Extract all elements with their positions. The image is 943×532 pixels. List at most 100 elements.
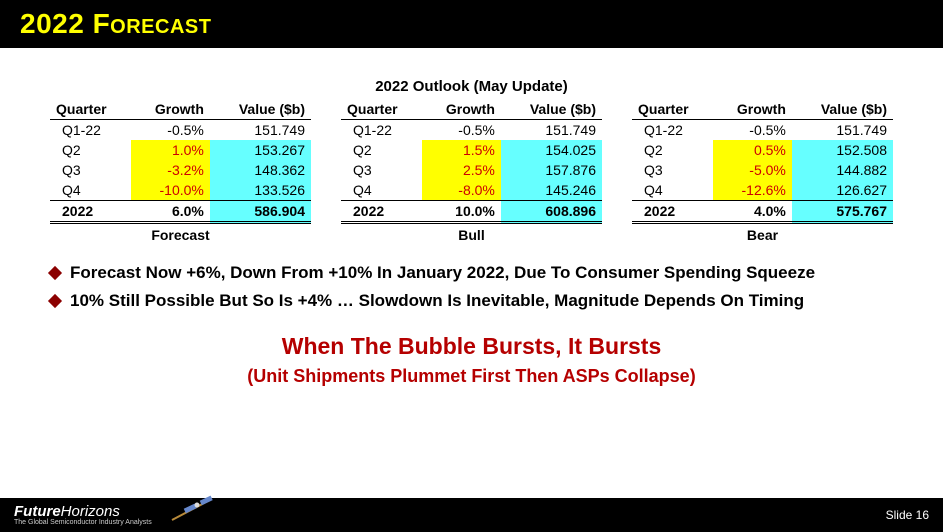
quarter-cell: Q2: [632, 140, 713, 160]
column-header: Quarter: [341, 99, 422, 120]
value-cell: 154.025: [501, 140, 602, 160]
diamond-icon: [48, 266, 62, 280]
growth-cell: 1.5%: [422, 140, 501, 160]
quarter-cell: Q3: [50, 160, 131, 180]
footer-brand: FutureHorizons The Global Semiconductor …: [14, 504, 152, 526]
footer-bar: FutureHorizons The Global Semiconductor …: [0, 498, 943, 532]
bullet-item: 10% Still Possible But So Is +4% … Slowd…: [50, 291, 893, 311]
slide-number: Slide 16: [886, 508, 929, 522]
table-row: Q4-12.6%126.627: [632, 180, 893, 201]
brand-name: FutureHorizons: [14, 504, 152, 519]
table-row: Q4-8.0%145.246: [341, 180, 602, 201]
brand-tagline: The Global Semiconductor Industry Analys…: [14, 519, 152, 526]
total-cell: 10.0%: [422, 201, 501, 223]
column-header: Quarter: [50, 99, 131, 120]
headline-main: When The Bubble Bursts, It Bursts: [50, 333, 893, 360]
growth-cell: -8.0%: [422, 180, 501, 201]
quarter-cell: Q3: [632, 160, 713, 180]
column-header: Value ($b): [501, 99, 602, 120]
column-header: Growth: [422, 99, 501, 120]
slide-content: 2022 Outlook (May Update) QuarterGrowthV…: [0, 48, 943, 397]
quarter-cell: Q1-22: [341, 120, 422, 141]
value-cell: 153.267: [210, 140, 311, 160]
table-row: Q21.0%153.267: [50, 140, 311, 160]
growth-cell: 1.0%: [131, 140, 210, 160]
bullet-text: 10% Still Possible But So Is +4% … Slowd…: [70, 291, 804, 311]
quarter-cell: Q4: [50, 180, 131, 201]
table-row: Q4-10.0%133.526: [50, 180, 311, 201]
growth-cell: -0.5%: [422, 120, 501, 141]
growth-cell: -10.0%: [131, 180, 210, 201]
column-header: Quarter: [632, 99, 713, 120]
growth-cell: -5.0%: [713, 160, 792, 180]
total-cell: 2022: [632, 201, 713, 223]
table-row: Q1-22-0.5%151.749: [50, 120, 311, 141]
headline-sub: (Unit Shipments Plummet First Then ASPs …: [50, 366, 893, 387]
bullet-text: Forecast Now +6%, Down From +10% In Janu…: [70, 263, 815, 283]
total-cell: 586.904: [210, 201, 311, 223]
column-header: Growth: [131, 99, 210, 120]
column-header: Value ($b): [792, 99, 893, 120]
value-cell: 151.749: [210, 120, 311, 141]
total-cell: 2022: [341, 201, 422, 223]
outlook-heading: 2022 Outlook (May Update): [50, 78, 893, 95]
scenario-caption: Forecast: [50, 227, 311, 243]
slide-title: 2022 Forecast: [20, 8, 211, 39]
value-cell: 151.749: [501, 120, 602, 141]
total-cell: 6.0%: [131, 201, 210, 223]
column-header: Value ($b): [210, 99, 311, 120]
total-cell: 575.767: [792, 201, 893, 223]
total-row: 20226.0%586.904: [50, 201, 311, 223]
quarter-cell: Q2: [341, 140, 422, 160]
scenario-block: QuarterGrowthValue ($b)Q1-22-0.5%151.749…: [50, 99, 311, 243]
table-row: Q1-22-0.5%151.749: [632, 120, 893, 141]
total-row: 20224.0%575.767: [632, 201, 893, 223]
diamond-icon: [48, 294, 62, 308]
quarter-cell: Q3: [341, 160, 422, 180]
scenario-caption: Bull: [341, 227, 602, 243]
quarter-cell: Q1-22: [632, 120, 713, 141]
growth-cell: -3.2%: [131, 160, 210, 180]
value-cell: 144.882: [792, 160, 893, 180]
value-cell: 133.526: [210, 180, 311, 201]
bullet-item: Forecast Now +6%, Down From +10% In Janu…: [50, 263, 893, 283]
table-row: Q3-3.2%148.362: [50, 160, 311, 180]
growth-cell: 0.5%: [713, 140, 792, 160]
quarter-cell: Q4: [632, 180, 713, 201]
table-row: Q20.5%152.508: [632, 140, 893, 160]
value-cell: 126.627: [792, 180, 893, 201]
bullet-list: Forecast Now +6%, Down From +10% In Janu…: [50, 263, 893, 311]
brand-light: Horizons: [61, 503, 120, 520]
total-cell: 4.0%: [713, 201, 792, 223]
value-cell: 152.508: [792, 140, 893, 160]
table-row: Q3-5.0%144.882: [632, 160, 893, 180]
value-cell: 151.749: [792, 120, 893, 141]
value-cell: 157.876: [501, 160, 602, 180]
scenario-block: QuarterGrowthValue ($b)Q1-22-0.5%151.749…: [632, 99, 893, 243]
total-cell: 2022: [50, 201, 131, 223]
quarter-cell: Q1-22: [50, 120, 131, 141]
scenario-tables-row: QuarterGrowthValue ($b)Q1-22-0.5%151.749…: [50, 99, 893, 243]
scenario-table: QuarterGrowthValue ($b)Q1-22-0.5%151.749…: [632, 99, 893, 224]
growth-cell: -0.5%: [131, 120, 210, 141]
brand-bold: Future: [14, 503, 61, 520]
growth-cell: -0.5%: [713, 120, 792, 141]
table-row: Q21.5%154.025: [341, 140, 602, 160]
table-row: Q32.5%157.876: [341, 160, 602, 180]
quarter-cell: Q4: [341, 180, 422, 201]
quarter-cell: Q2: [50, 140, 131, 160]
total-cell: 608.896: [501, 201, 602, 223]
growth-cell: -12.6%: [713, 180, 792, 201]
slide-title-bar: 2022 Forecast: [0, 0, 943, 48]
total-row: 202210.0%608.896: [341, 201, 602, 223]
column-header: Growth: [713, 99, 792, 120]
scenario-table: QuarterGrowthValue ($b)Q1-22-0.5%151.749…: [50, 99, 311, 224]
scenario-table: QuarterGrowthValue ($b)Q1-22-0.5%151.749…: [341, 99, 602, 224]
scenario-block: QuarterGrowthValue ($b)Q1-22-0.5%151.749…: [341, 99, 602, 243]
satellite-icon: [170, 494, 225, 524]
growth-cell: 2.5%: [422, 160, 501, 180]
table-row: Q1-22-0.5%151.749: [341, 120, 602, 141]
value-cell: 148.362: [210, 160, 311, 180]
scenario-caption: Bear: [632, 227, 893, 243]
value-cell: 145.246: [501, 180, 602, 201]
